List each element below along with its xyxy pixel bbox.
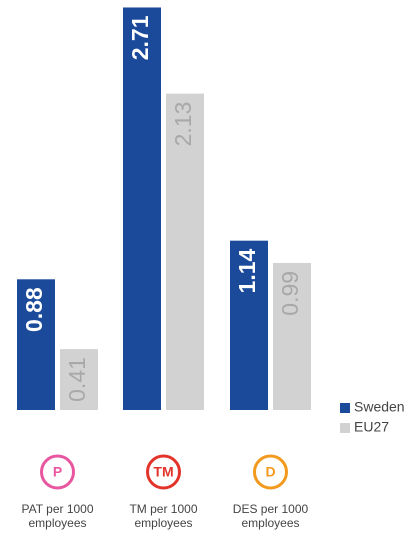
category-icon-label: TM — [153, 464, 173, 480]
legend-swatch — [340, 403, 350, 413]
value-label: 2.71 — [127, 15, 153, 60]
category-icon-label: D — [265, 464, 275, 480]
category-label: TM per 1000 employees — [129, 502, 198, 530]
bar — [123, 7, 161, 411]
category-icon — [253, 454, 288, 490]
legend-label: EU27 — [354, 419, 389, 435]
category-icon — [146, 454, 181, 490]
bar — [166, 93, 204, 410]
value-label: 0.99 — [277, 271, 303, 316]
value-label: 1.14 — [234, 248, 260, 293]
bar — [60, 349, 98, 410]
bar — [273, 262, 311, 410]
category-icon-label: P — [53, 464, 62, 480]
legend-swatch — [340, 423, 350, 433]
bar — [230, 240, 268, 410]
legend-label: Sweden — [354, 399, 405, 415]
value-label: 2.13 — [170, 102, 196, 147]
value-label: 0.88 — [21, 287, 47, 332]
category-label: PAT per 1000 employees — [21, 502, 94, 530]
value-label: 0.41 — [64, 357, 90, 402]
bar — [17, 279, 55, 410]
category-label: DES per 1000 employees — [232, 502, 309, 530]
category-icon — [40, 454, 75, 490]
